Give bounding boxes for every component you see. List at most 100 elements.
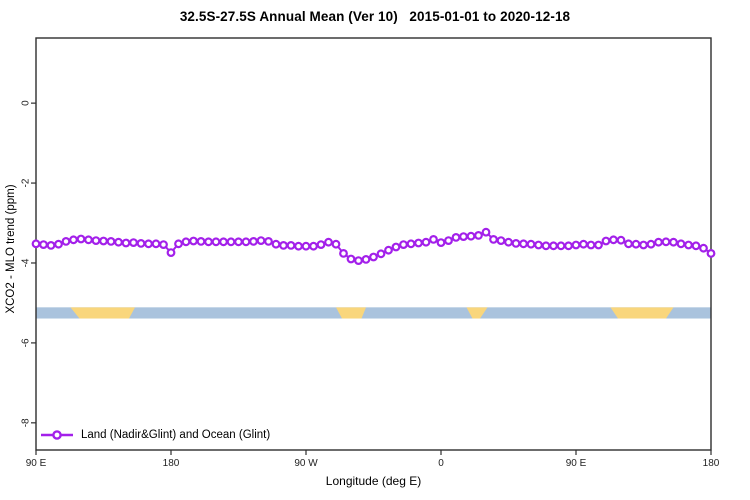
- data-point: [421, 237, 431, 247]
- data-point: [691, 241, 701, 251]
- data-point: [234, 237, 243, 247]
- data-point: [264, 236, 273, 246]
- y-tick-label: -6: [21, 338, 32, 347]
- x-tick-label: 90 E: [26, 458, 47, 469]
- data-point: [159, 240, 168, 250]
- data-point: [459, 232, 468, 242]
- data-point: [624, 239, 633, 249]
- data-point: [69, 235, 78, 245]
- data-point: [144, 239, 153, 249]
- data-point: [61, 236, 71, 246]
- data-point: [376, 249, 386, 259]
- data-point: [346, 254, 356, 264]
- land-patch: [466, 307, 488, 319]
- data-point: [654, 237, 663, 247]
- data-point: [174, 239, 183, 249]
- data-point: [444, 236, 453, 246]
- data-point: [309, 241, 318, 251]
- data-point: [661, 237, 671, 247]
- data-point: [549, 241, 558, 251]
- data-point: [391, 242, 401, 252]
- data-point: [46, 240, 56, 250]
- data-point: [316, 240, 326, 250]
- data-point: [76, 234, 86, 244]
- data-point: [294, 241, 303, 251]
- data-point: [339, 248, 348, 258]
- legend-line-marker-icon: [41, 430, 73, 440]
- x-axis-title: Longitude (deg E): [325, 474, 422, 488]
- data-point: [114, 237, 123, 247]
- legend-label: Land (Nadir&Glint) and Ocean (Glint): [81, 429, 271, 441]
- data-point: [99, 236, 108, 246]
- data-point: [429, 234, 438, 244]
- legend: Land (Nadir&Glint) and Ocean (Glint): [40, 429, 270, 441]
- land-patch: [336, 307, 366, 319]
- data-point: [489, 234, 498, 244]
- x-tick-label: 180: [703, 458, 720, 469]
- data-point: [301, 241, 311, 251]
- data-point: [676, 239, 686, 249]
- x-tick-label: 180: [163, 458, 180, 469]
- land-patch: [610, 307, 674, 319]
- x-tick-label: 90 E: [566, 458, 587, 469]
- data-point: [609, 235, 618, 245]
- data-point: [436, 238, 446, 248]
- data-point: [166, 248, 176, 258]
- data-point: [279, 240, 288, 250]
- data-point: [579, 239, 588, 249]
- data-point: [361, 255, 371, 264]
- y-tick-label: -4: [21, 258, 32, 267]
- data-point: [646, 239, 656, 249]
- data-point: [286, 240, 296, 250]
- y-tick-label: 0: [21, 100, 32, 106]
- data-point: [204, 237, 213, 247]
- data-point: [451, 232, 461, 242]
- data-point: [601, 236, 611, 246]
- data-point: [384, 245, 393, 255]
- data-point: [369, 252, 378, 262]
- data-point: [106, 236, 116, 246]
- data-point: [406, 239, 416, 249]
- data-point: [39, 240, 48, 250]
- data-point: [84, 235, 93, 245]
- data-point: [534, 240, 543, 250]
- data-point: [586, 240, 596, 250]
- data-point: [331, 239, 341, 249]
- data-point: [121, 238, 131, 248]
- data-point: [136, 238, 146, 248]
- data-point: [481, 227, 491, 237]
- data-point: [196, 236, 206, 246]
- data-point: [129, 238, 138, 248]
- data-point: [706, 248, 716, 258]
- data-point: [399, 240, 408, 250]
- data-point: [519, 239, 528, 249]
- data-point: [324, 237, 333, 247]
- x-tick-label: 90 W: [294, 458, 318, 469]
- data-point: [414, 238, 423, 248]
- data-point: [271, 239, 281, 249]
- ocean-band: [36, 307, 711, 319]
- data-point: [564, 241, 573, 251]
- data-point: [354, 256, 363, 266]
- data-point: [594, 240, 603, 250]
- data-point: [226, 237, 236, 247]
- y-tick-label: -2: [21, 178, 32, 187]
- x-tick-label: 0: [438, 458, 444, 469]
- data-point: [181, 237, 191, 247]
- data-point: [669, 237, 678, 247]
- data-point: [466, 231, 476, 241]
- data-point: [571, 240, 581, 250]
- chart-title: 32.5S-27.5S Annual Mean (Ver 10) 2015-01…: [179, 9, 571, 24]
- data-point: [211, 237, 221, 247]
- land-patch: [70, 307, 135, 319]
- data-point: [631, 239, 641, 249]
- data-point: [639, 240, 648, 250]
- data-point: [496, 236, 506, 246]
- data-point: [504, 237, 513, 247]
- data-point: [541, 241, 551, 251]
- data-point: [91, 236, 101, 246]
- y-tick-label: -8: [21, 418, 32, 427]
- data-point: [54, 239, 63, 249]
